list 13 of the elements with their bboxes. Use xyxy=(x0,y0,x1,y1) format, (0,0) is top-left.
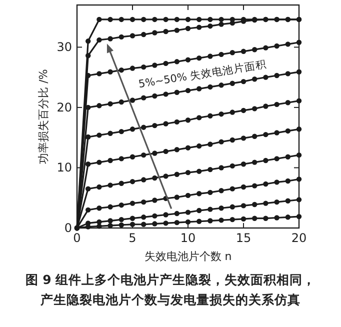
y-tick-label: 20 xyxy=(56,100,72,114)
x-axis-title: 失效电池片个数 n xyxy=(144,250,232,263)
x-tick-label: 10 xyxy=(180,231,196,245)
y-axis-title: 功率损失百分比 /% xyxy=(37,69,50,164)
x-tick-label: 15 xyxy=(236,231,252,245)
x-tick-label: 5 xyxy=(128,231,136,245)
annotation: 5%~50% 失效电池片面积 xyxy=(138,57,268,91)
y-tick-label: 0 xyxy=(64,221,72,235)
y-tick-label: 10 xyxy=(56,160,72,175)
caption: 图 9 组件上多个电池片产生隐裂，失效面积相同，产生隐裂电池片个数与发电量损失的关系仿真 xyxy=(25,272,316,307)
y-tick-label: 30 xyxy=(56,40,72,54)
x-tick-label: 20 xyxy=(291,231,307,245)
x-tick-label: 0 xyxy=(73,231,81,245)
